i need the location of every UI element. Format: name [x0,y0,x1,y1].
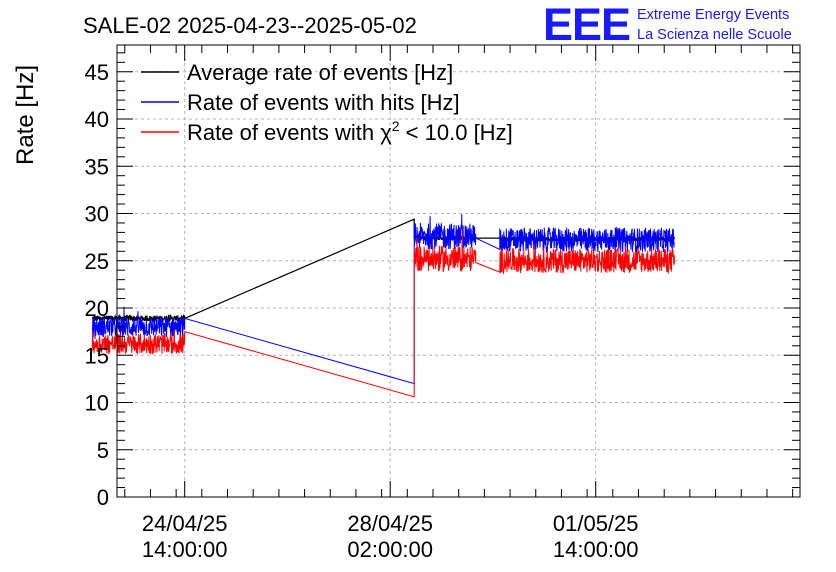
y-tick-label: 20 [85,296,109,321]
legend-label-average: Average rate of events [Hz] [187,60,453,85]
y-tick-label: 35 [85,154,109,179]
x-tick-label-date: 01/05/25 [553,511,639,536]
series-layer [91,214,676,398]
x-tick-label-time: 14:00:00 [142,537,228,562]
y-tick-label: 45 [85,60,109,85]
y-tick-label: 10 [85,391,109,416]
chart-title: SALE-02 2025-04-23--2025-05-02 [83,13,417,38]
y-tick-label: 0 [97,485,109,510]
logo-line-2: La Scienza nelle Scuole [637,27,792,43]
series-line-chi2 [91,229,675,398]
y-tick-label: 5 [97,438,109,463]
x-tick-label-time: 14:00:00 [553,537,639,562]
eee-logo: EEE Extreme Energy Events La Scienza nel… [543,0,792,50]
y-axis-label: Rate [Hz] [12,65,39,165]
legend: Average rate of events [Hz] Rate of even… [141,60,513,145]
y-tick-label: 25 [85,249,109,274]
x-tick-label-date: 24/04/25 [142,511,228,536]
axes: 05101520253035404524/04/2514:00:0028/04/… [85,45,800,562]
y-tick-label: 40 [85,107,109,132]
y-tick-label: 30 [85,202,109,227]
x-tick-label-date: 28/04/25 [347,511,433,536]
logo-mark: EEE [543,0,630,50]
x-tick-label-time: 02:00:00 [347,537,433,562]
y-tick-label: 15 [85,343,109,368]
legend-label-hits: Rate of events with hits [Hz] [187,90,460,115]
logo-line-1: Extreme Energy Events [637,7,789,23]
series-line-hits [91,214,675,385]
legend-label-chi2: Rate of events with χ2 < 10.0 [Hz] [187,118,513,145]
